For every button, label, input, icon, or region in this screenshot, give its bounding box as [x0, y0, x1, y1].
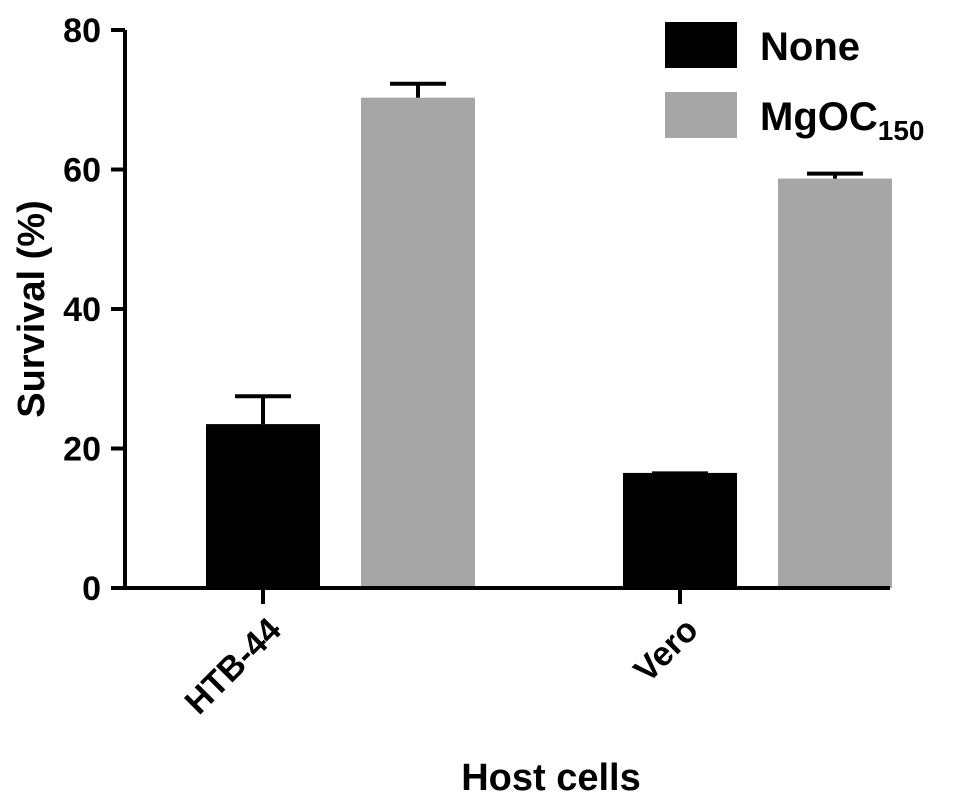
legend: None MgOC150 [665, 22, 924, 146]
y-tick-label: 40 [63, 291, 101, 329]
legend-label-1: MgOC150 [760, 95, 924, 146]
bars-layer [206, 97, 892, 588]
y-tick-label: 80 [63, 12, 101, 50]
legend-swatch-0 [665, 22, 737, 68]
x-tick-label: HTB-44 [178, 611, 289, 722]
x-axis-title: Host cells [461, 757, 641, 799]
bar-0-0 [206, 424, 320, 588]
y-axis-title: Survival (%) [11, 200, 53, 418]
y-ticks-layer: 0 20 40 60 80 [63, 12, 125, 608]
legend-swatch-1 [665, 92, 737, 138]
bar-1-1 [778, 178, 892, 588]
bar-0-1 [361, 97, 475, 588]
y-tick-label: 0 [82, 570, 101, 608]
x-ticks-layer: HTB-44 Vero [178, 588, 706, 722]
y-tick-label: 60 [63, 152, 101, 190]
bar-1-0 [623, 472, 737, 588]
legend-label-0: None [760, 25, 860, 69]
error-bars-layer [235, 81, 863, 475]
x-tick-label: Vero [627, 611, 706, 690]
y-tick-label: 20 [63, 431, 101, 469]
